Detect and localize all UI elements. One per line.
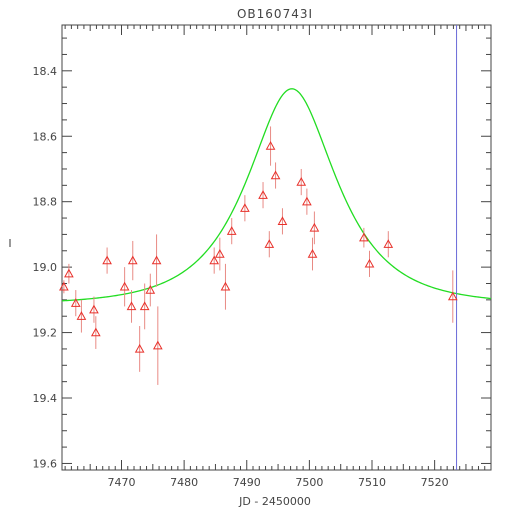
plot-frame: [61, 24, 492, 471]
data-point: [226, 218, 237, 245]
y-tick-label: 18.4: [33, 65, 58, 78]
data-point: [277, 208, 288, 235]
data-point: [151, 234, 162, 287]
x-tick-label: 7490: [233, 476, 261, 489]
data-point: [119, 267, 130, 307]
triangle-marker: [59, 281, 69, 291]
triangle-marker: [265, 141, 276, 150]
labels-layer: OB160743I JD - 2450000 I: [8, 7, 313, 508]
data-point: [383, 231, 394, 258]
triangle-marker: [364, 258, 375, 268]
x-tick-label: 7480: [170, 476, 198, 489]
y-tick-label: 18.6: [33, 130, 58, 143]
data-point: [265, 126, 276, 166]
triangle-marker: [70, 298, 81, 307]
triangle-marker: [127, 255, 138, 265]
data-point: [139, 283, 150, 330]
triangle-marker: [359, 232, 369, 242]
y-tick-label: 19.0: [33, 261, 58, 274]
triangle-marker: [220, 281, 231, 291]
data-point: [126, 290, 137, 323]
data-point: [59, 280, 69, 294]
triangle-marker: [383, 239, 394, 248]
triangle-marker: [307, 249, 318, 258]
x-tick-label: 7510: [358, 476, 386, 489]
triangle-marker: [134, 343, 145, 353]
data-point: [127, 240, 138, 281]
y-tick-label: 19.2: [33, 327, 58, 340]
data-point: [89, 296, 99, 323]
data-point: [214, 237, 225, 271]
data-point: [209, 247, 220, 274]
axes: 7470 7480 7490 7500 7510 7520 18.4 18.6 18.8 19.0…: [33, 24, 492, 489]
data-point: [364, 250, 375, 277]
x-tick-label: 7470: [107, 476, 135, 489]
triangle-marker: [89, 304, 99, 314]
data-point: [134, 326, 145, 372]
data-point: [307, 237, 318, 271]
triangle-marker: [126, 301, 137, 311]
triangle-marker: [226, 226, 237, 235]
triangle-marker: [296, 177, 307, 186]
data-points-layer: [59, 126, 458, 385]
triangle-marker: [119, 281, 130, 291]
triangle-marker: [151, 255, 162, 265]
data-point: [220, 263, 231, 310]
y-tick-label: 19.6: [33, 457, 58, 470]
chart-title: OB160743I: [237, 7, 313, 21]
triangle-marker: [277, 216, 288, 226]
triangle-marker: [145, 285, 156, 294]
data-point: [70, 290, 81, 317]
triangle-marker: [76, 311, 87, 320]
data-point: [264, 231, 275, 258]
data-point: [152, 306, 163, 385]
triangle-marker: [309, 222, 320, 232]
triangle-marker: [258, 190, 268, 199]
data-point: [64, 263, 74, 284]
data-point: [359, 227, 369, 248]
triangle-marker: [209, 255, 220, 265]
triangle-marker: [64, 268, 74, 278]
y-tick-label: 19.4: [33, 392, 58, 405]
triangle-marker: [152, 340, 163, 350]
triangle-marker: [270, 170, 281, 180]
data-point: [302, 188, 312, 215]
triangle-marker: [264, 239, 275, 248]
triangle-marker: [240, 203, 250, 212]
data-point: [240, 195, 250, 222]
data-point: [447, 270, 458, 323]
triangle-marker: [102, 255, 112, 265]
data-point: [258, 182, 268, 209]
y-tick-label: 18.8: [33, 196, 58, 209]
data-point: [296, 168, 307, 196]
x-axis-label: JD - 2450000: [238, 495, 311, 508]
data-point: [76, 299, 87, 333]
y-axis-label: I: [8, 237, 11, 250]
data-point: [90, 316, 101, 349]
data-point: [145, 273, 156, 307]
data-point: [309, 211, 320, 245]
triangle-marker: [139, 301, 150, 311]
triangle-marker: [447, 291, 458, 301]
data-point: [102, 247, 112, 274]
triangle-marker: [214, 249, 225, 258]
model-curve: [61, 88, 492, 302]
x-tick-label: 7520: [421, 476, 449, 489]
triangle-marker: [90, 327, 101, 337]
x-tick-label: 7500: [295, 476, 323, 489]
data-point: [270, 162, 281, 189]
model-curve-layer: [61, 88, 492, 302]
triangle-marker: [302, 196, 312, 206]
